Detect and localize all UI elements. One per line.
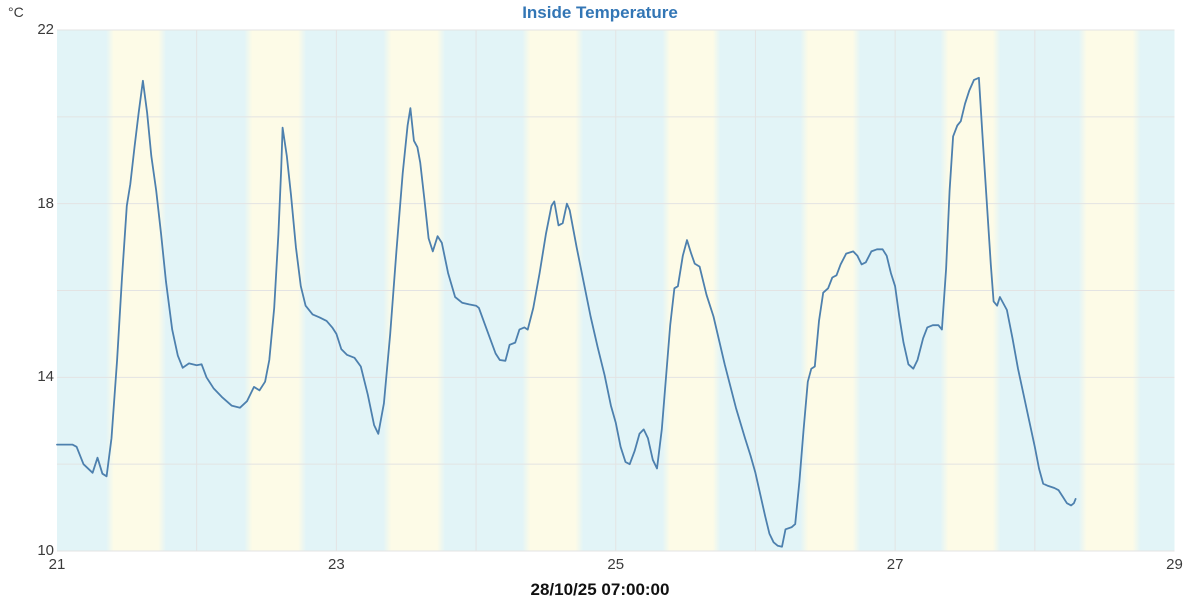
y-axis-unit-label: °C xyxy=(8,4,24,20)
y-tick-label: 14 xyxy=(37,368,54,386)
temperature-series xyxy=(56,76,1077,548)
x-tick-label: 27 xyxy=(886,556,904,573)
y-tick-label: 18 xyxy=(37,194,54,212)
temperature-line xyxy=(56,76,1077,548)
x-tick-label: 21 xyxy=(48,556,66,573)
x-tick-label: 29 xyxy=(1166,556,1183,573)
x-tick-label: 23 xyxy=(328,556,345,573)
y-tick-label: 10 xyxy=(37,542,54,559)
chart-title: Inside Temperature xyxy=(522,3,678,22)
gridlines xyxy=(57,29,1175,552)
x-tick-label: 25 xyxy=(607,556,625,573)
cursor-timestamp-label: 28/10/25 07:00:00 xyxy=(530,580,670,599)
y-tick-label: 22 xyxy=(37,21,54,38)
